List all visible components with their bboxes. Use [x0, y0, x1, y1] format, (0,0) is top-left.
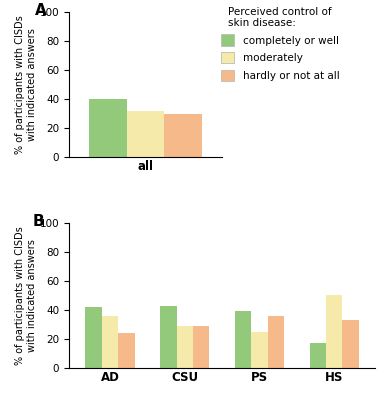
Bar: [193, 326, 210, 368]
Bar: [235, 311, 251, 368]
Bar: [85, 307, 102, 368]
Bar: [251, 332, 268, 368]
Legend: completely or well, moderately, hardly or not at all: completely or well, moderately, hardly o…: [220, 6, 340, 82]
Y-axis label: % of participants with CISDs
with indicated answers: % of participants with CISDs with indica…: [15, 226, 37, 365]
Bar: [268, 316, 284, 368]
Bar: [164, 114, 202, 157]
Text: B: B: [32, 214, 44, 229]
Bar: [177, 326, 193, 368]
Bar: [342, 320, 359, 368]
Bar: [102, 316, 118, 368]
Bar: [160, 306, 177, 368]
Y-axis label: % of participants with CISDs
with indicated answers: % of participants with CISDs with indica…: [15, 15, 37, 154]
Bar: [118, 333, 135, 368]
Bar: [89, 99, 127, 157]
Bar: [326, 295, 342, 368]
Text: A: A: [35, 3, 47, 18]
Bar: [309, 343, 326, 368]
Bar: [127, 111, 164, 157]
